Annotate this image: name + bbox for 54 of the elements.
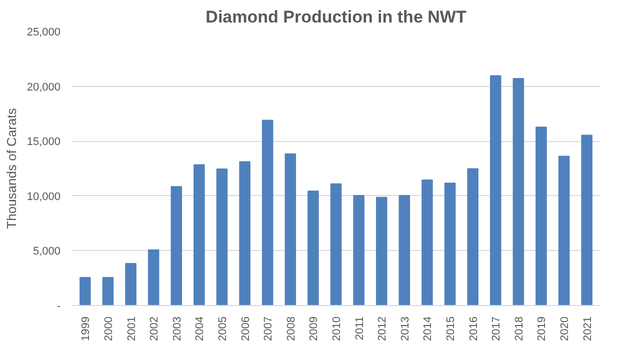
bar (512, 78, 524, 306)
y-tick-label: - (56, 300, 61, 312)
bar (558, 156, 570, 306)
bar (239, 161, 250, 306)
y-tick-label: 10,000 (26, 190, 61, 203)
bar (262, 120, 274, 306)
x-tick-label: 2018 (513, 316, 526, 341)
x-tick-label: 2013 (399, 316, 412, 341)
x-tick-label: 2000 (102, 316, 115, 341)
bar (398, 194, 410, 306)
x-tick-label: 2015 (445, 316, 458, 341)
y-axis-title: Thousands of Carats (4, 108, 19, 229)
bar (444, 182, 456, 306)
y-tick-label: 15,000 (26, 136, 61, 148)
x-tick-label: 2007 (262, 316, 275, 341)
bar (80, 277, 91, 306)
bar (170, 186, 182, 306)
bar (330, 183, 342, 306)
bar (376, 196, 388, 306)
bar (490, 75, 502, 306)
x-tick-label: 2002 (148, 316, 161, 341)
x-tick-label: 2001 (126, 316, 138, 341)
x-tick-label: 2006 (240, 316, 252, 341)
x-tick-label: 2011 (354, 316, 366, 340)
x-tick-label: 2019 (536, 316, 548, 341)
x-tick-label: 2017 (490, 316, 503, 341)
x-tick-label: 2003 (171, 316, 184, 341)
bar (308, 190, 319, 306)
chart-title: Diamond Production in the NWT (206, 8, 467, 26)
x-tick-label: 1999 (80, 316, 92, 341)
bar (581, 134, 592, 306)
x-tick-label: 2004 (194, 316, 206, 341)
bar (422, 180, 433, 306)
x-tick-label: 2014 (422, 316, 434, 341)
x-tick-label: 2016 (468, 316, 480, 341)
y-tick-label: 20,000 (26, 81, 61, 94)
x-tick-label: 2020 (559, 316, 572, 341)
bar (194, 164, 205, 306)
x-tick-label: 2005 (216, 316, 229, 341)
y-tick-label: 25,000 (26, 26, 61, 38)
bar (467, 168, 478, 306)
y-tick-label: 5,000 (32, 246, 61, 258)
bar (536, 126, 547, 306)
x-tick-label: 2012 (376, 316, 389, 341)
x-tick-label: 2021 (582, 316, 594, 341)
bar (353, 194, 364, 306)
bar (148, 249, 160, 306)
x-tick-label: 2010 (331, 316, 343, 341)
bar (216, 168, 228, 306)
bar (102, 277, 114, 306)
x-tick-label: 2008 (285, 316, 298, 341)
x-tick-label: 2009 (308, 316, 320, 341)
bar (284, 153, 296, 306)
bar (125, 263, 136, 306)
